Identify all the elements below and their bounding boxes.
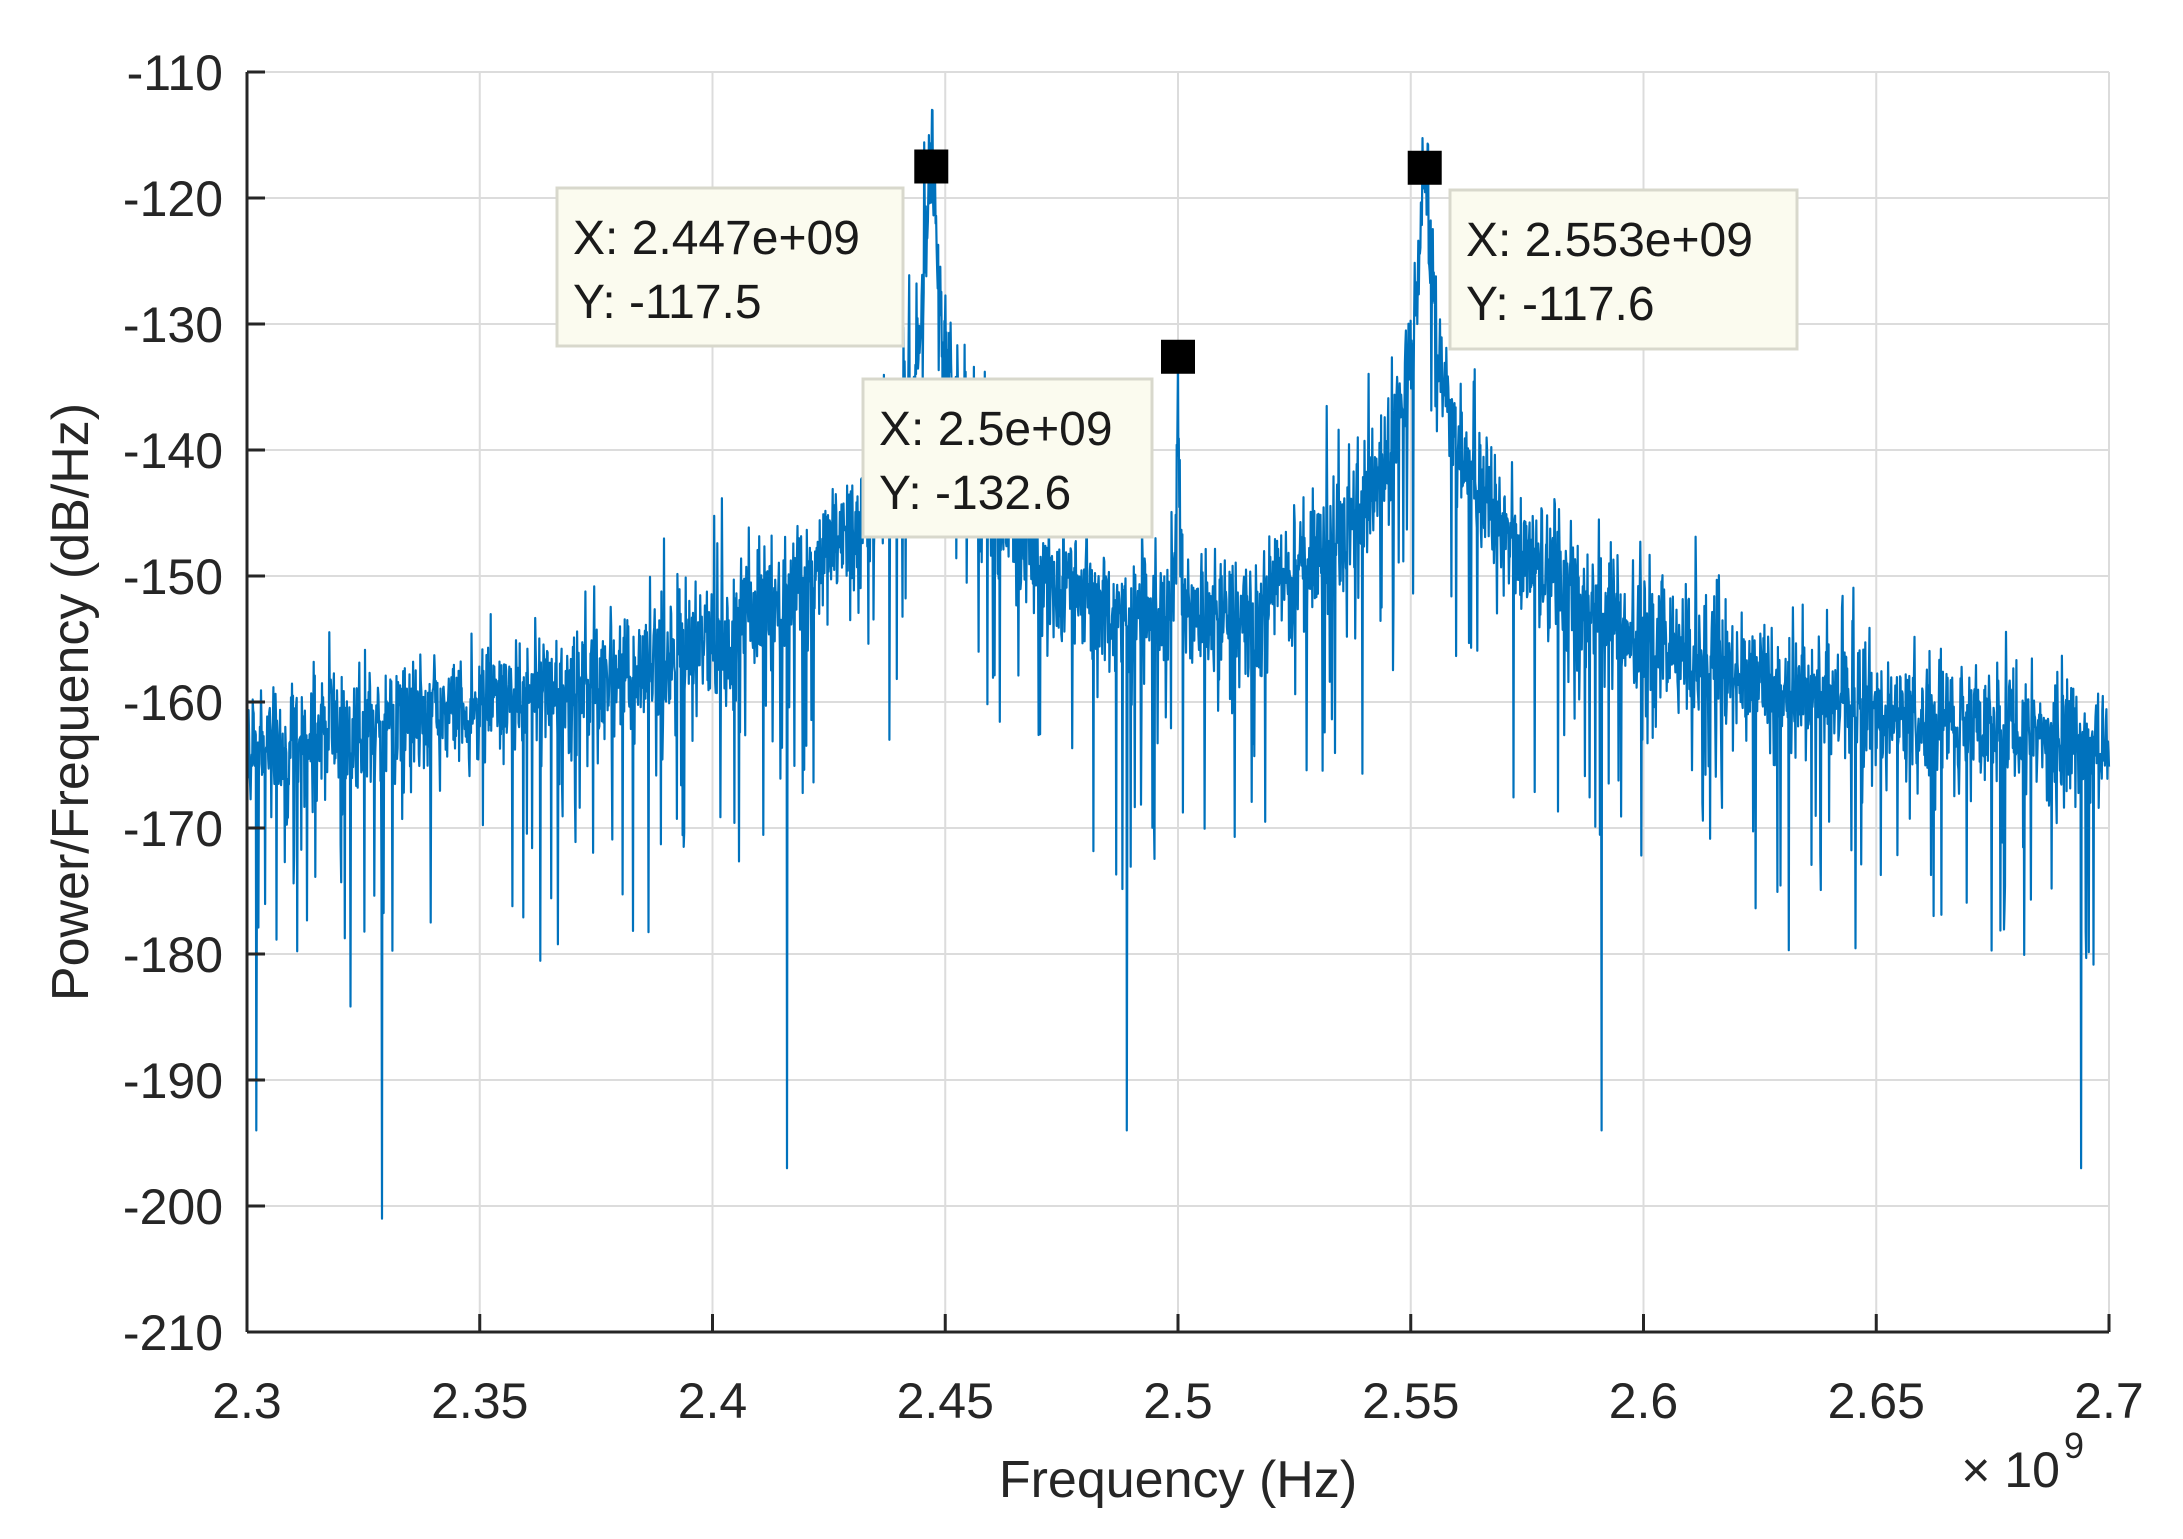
datatip-marker-icon[interactable] bbox=[914, 149, 949, 184]
y-tick-label: -110 bbox=[127, 45, 223, 101]
y-tick-labels: -110 -120 -130 -140 -150 -160 -170 -180 -190 -200… bbox=[123, 45, 223, 1361]
datatip-box bbox=[1448, 188, 1799, 351]
x-tick-label: 2.35 bbox=[431, 1373, 528, 1429]
x-tick-label: 2.3 bbox=[212, 1373, 282, 1429]
x-tick-label: 2.4 bbox=[678, 1373, 748, 1429]
datatip-marker-icon[interactable] bbox=[1161, 339, 1195, 374]
datatip[interactable]: X: 2.447e+09 Y: -117.5 bbox=[555, 149, 949, 348]
x-axis-label: Frequency (Hz) bbox=[999, 1451, 1357, 1509]
x-tick-label: 2.6 bbox=[1609, 1373, 1679, 1429]
x-tick-label: 2.65 bbox=[1828, 1373, 1925, 1429]
axes bbox=[245, 70, 2111, 1334]
datatip[interactable]: X: 2.5e+09 Y: -132.6 bbox=[861, 339, 1195, 539]
x-tick-label: 2.7 bbox=[2074, 1373, 2144, 1429]
x-tick-labels: 2.3 2.35 2.4 2.45 2.5 2.55 2.6 2.65 2.7 bbox=[212, 1373, 2144, 1429]
exponent-base: × 10 bbox=[1961, 1442, 2060, 1498]
exponent-power: 9 bbox=[2064, 1425, 2084, 1466]
y-tick-label: -190 bbox=[123, 1053, 223, 1109]
y-tick-label: -170 bbox=[123, 801, 223, 857]
datatip-x-value: X: 2.5e+09 bbox=[879, 403, 1113, 456]
datatip[interactable]: X: 2.553e+09 Y: -117.6 bbox=[1407, 150, 1799, 351]
datatip-box bbox=[861, 377, 1154, 539]
datatip-y-value: Y: -117.5 bbox=[573, 276, 762, 329]
x-tick-label: 2.45 bbox=[897, 1373, 994, 1429]
x-tick-label: 2.5 bbox=[1143, 1373, 1213, 1429]
datatip-x-value: X: 2.447e+09 bbox=[573, 212, 860, 265]
svg-text:× 10: × 10 bbox=[1961, 1442, 2060, 1498]
y-tick-label: -160 bbox=[123, 675, 223, 731]
x-exponent-label: × 10 9 bbox=[1961, 1425, 2084, 1498]
datatip-marker-icon[interactable] bbox=[1407, 150, 1442, 185]
y-tick-label: -140 bbox=[123, 423, 223, 479]
datatip-y-value: Y: -132.6 bbox=[879, 467, 1071, 520]
y-tick-label: -200 bbox=[123, 1179, 223, 1235]
psd-trace bbox=[245, 108, 2111, 1220]
datatip-x-value: X: 2.553e+09 bbox=[1466, 214, 1753, 267]
psd-line bbox=[245, 108, 2111, 1220]
y-tick-label: -150 bbox=[123, 549, 223, 605]
datatips: X: 2.447e+09 Y: -117.5 X: 2.5e+09 Y: -132.6… bbox=[555, 149, 1799, 539]
y-tick-label: -210 bbox=[123, 1305, 223, 1361]
y-axis-label: Power/Frequency (dB/Hz) bbox=[42, 403, 100, 1001]
x-tick-label: 2.55 bbox=[1362, 1373, 1459, 1429]
datatip-box bbox=[555, 186, 905, 348]
y-tick-label: -130 bbox=[123, 297, 223, 353]
y-tick-label: -120 bbox=[123, 171, 223, 227]
datatip-y-value: Y: -117.6 bbox=[1466, 278, 1655, 331]
y-tick-label: -180 bbox=[123, 927, 223, 983]
